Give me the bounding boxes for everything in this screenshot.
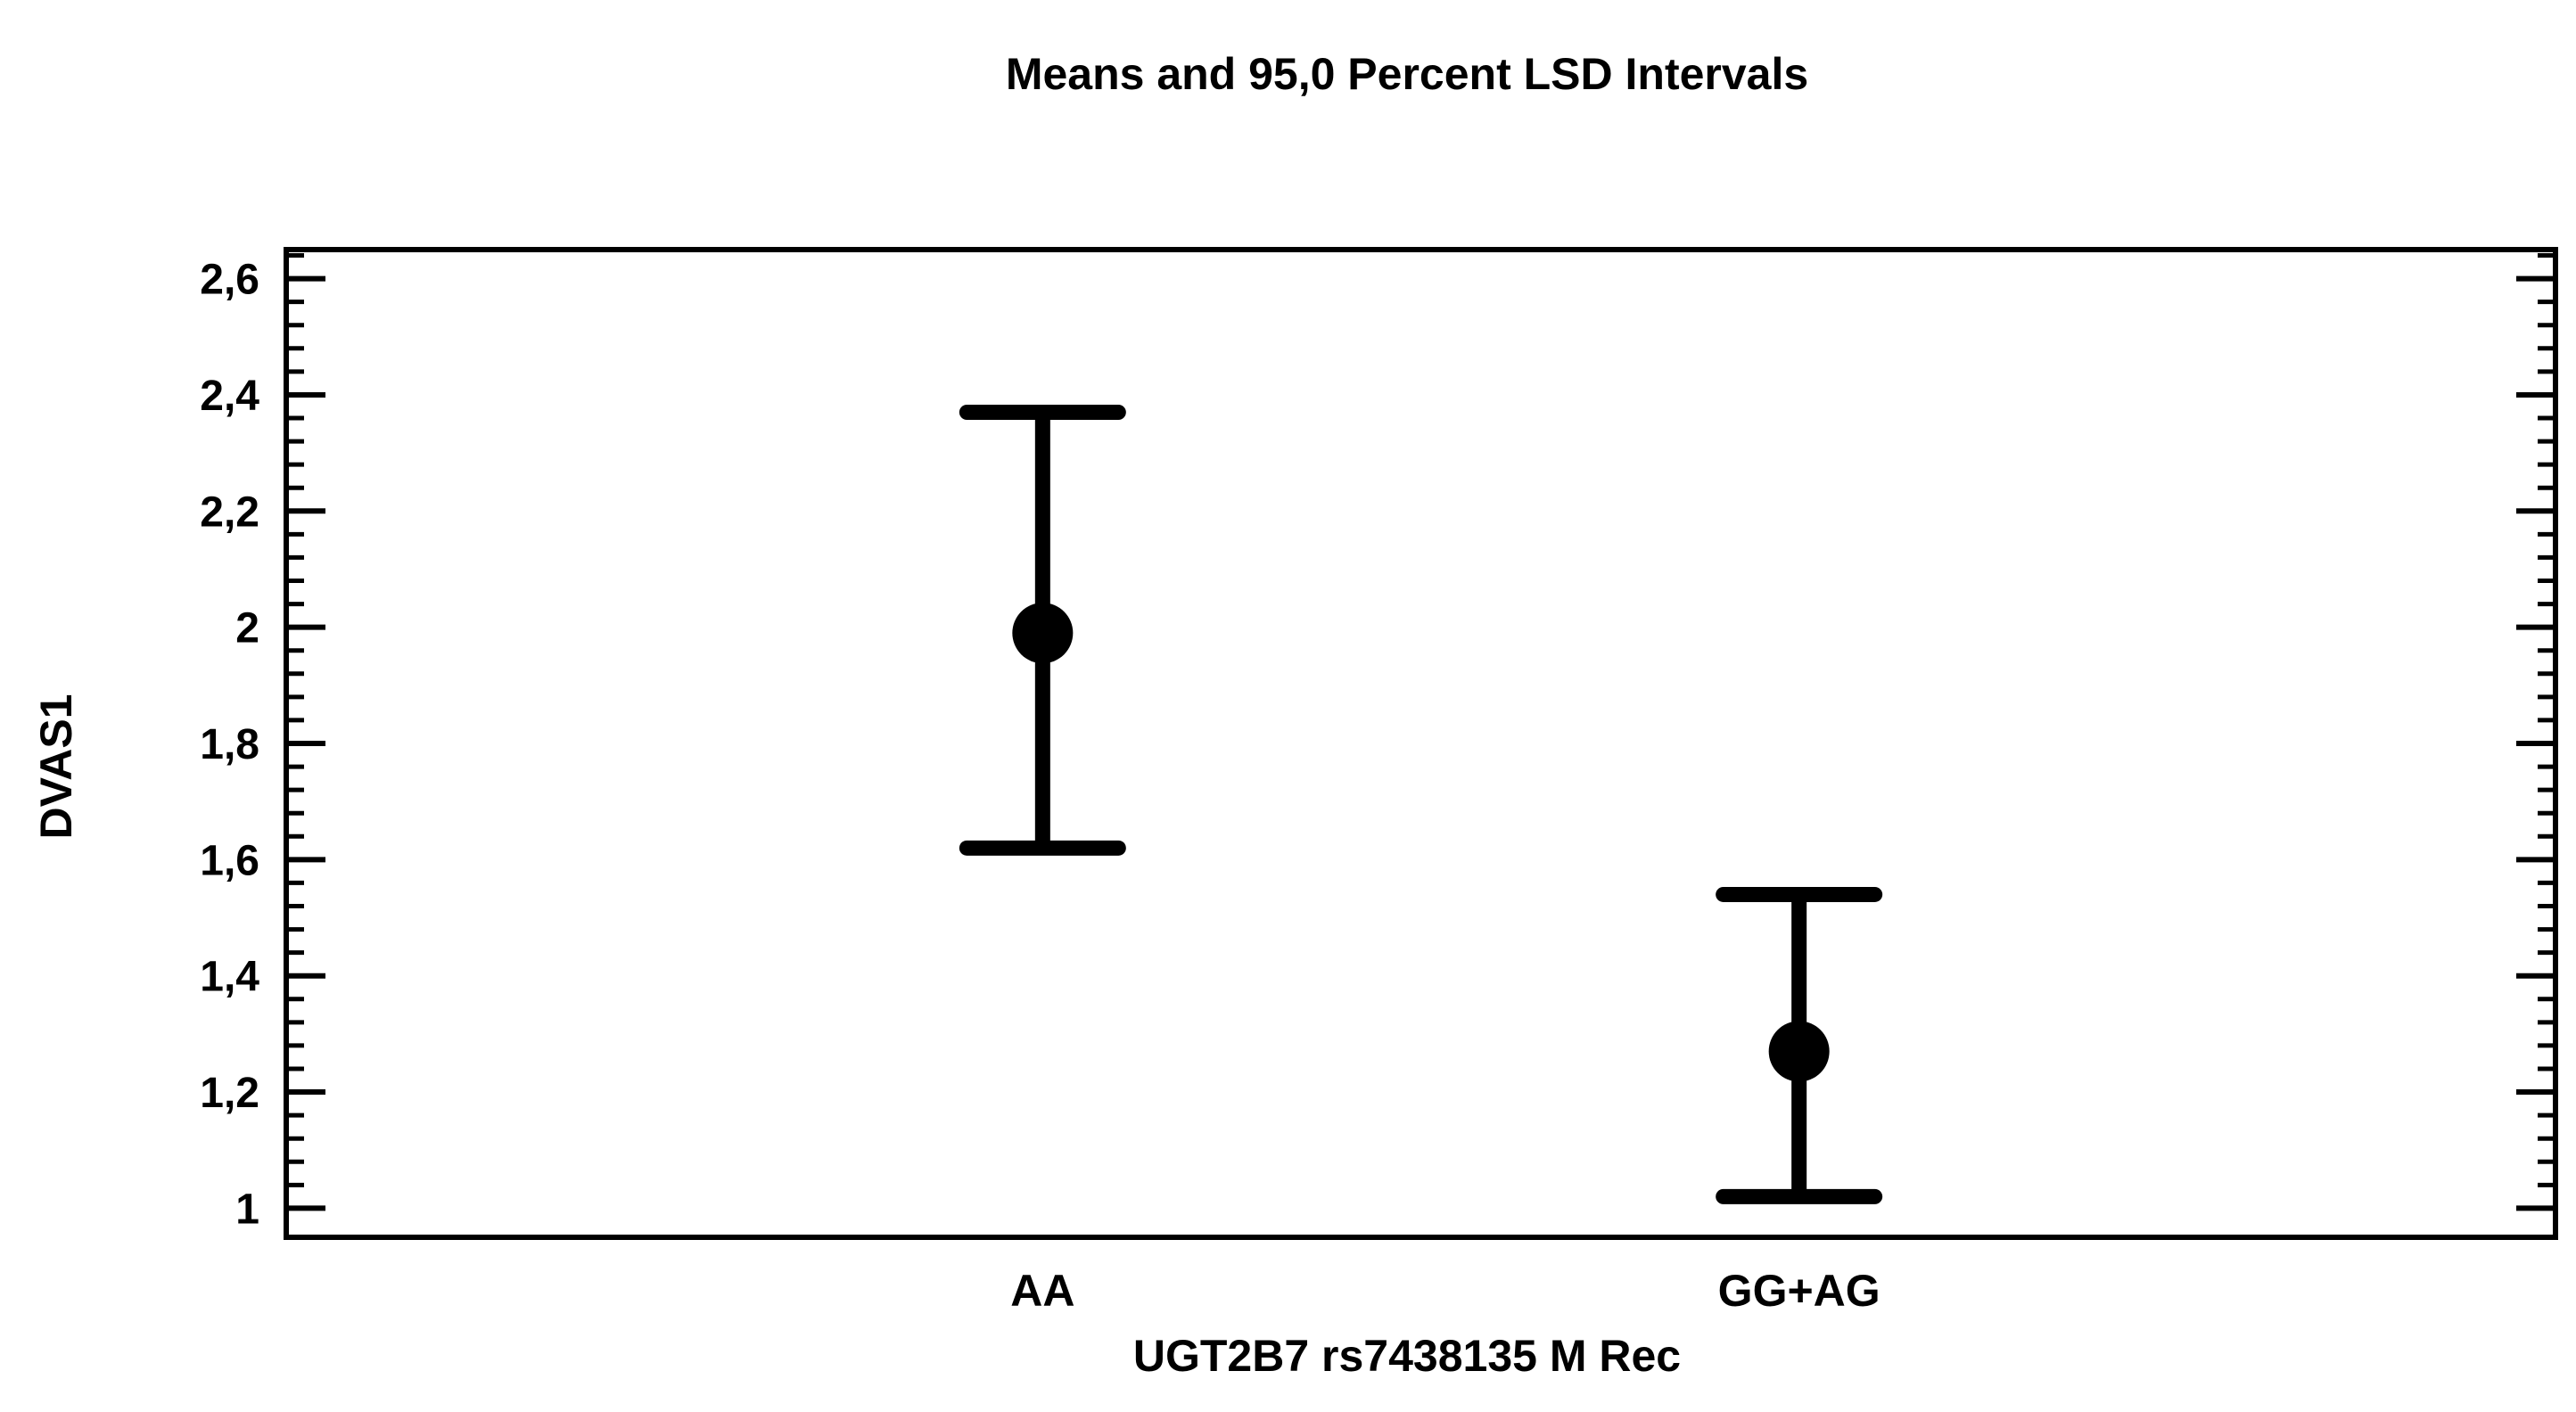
chart-title: Means and 95,0 Percent LSD Intervals bbox=[1006, 49, 1808, 99]
x-axis: AA GG+AG bbox=[1010, 1266, 1880, 1316]
y-tick-label: 2,4 bbox=[200, 373, 259, 420]
interval-series bbox=[959, 404, 1883, 1204]
x-tick-label: AA bbox=[1010, 1266, 1074, 1316]
y-tick-label: 1,2 bbox=[200, 1070, 259, 1117]
y-tick-label: 1,8 bbox=[200, 721, 259, 768]
y-axis-label: DVAS1 bbox=[31, 694, 81, 839]
y-tick-label: 2,6 bbox=[200, 257, 259, 304]
y-tick-label: 1,4 bbox=[200, 954, 259, 1001]
mean-point bbox=[1012, 603, 1074, 664]
y-axis: 1 1,2 1,4 1,6 1,8 2 2,2 2,4 2,6 bbox=[200, 253, 2555, 1233]
x-axis-label: UGT2B7 rs7438135 M Rec bbox=[1133, 1331, 1681, 1381]
y-tick-label: 1 bbox=[235, 1186, 259, 1233]
mean-point bbox=[1768, 1021, 1830, 1082]
x-tick-label: GG+AG bbox=[1718, 1266, 1881, 1316]
y-tick-label: 1,6 bbox=[200, 837, 259, 884]
plot-frame bbox=[284, 247, 2558, 1240]
y-tick-label: 2 bbox=[235, 605, 259, 653]
y-tick-label: 2,2 bbox=[200, 488, 259, 536]
